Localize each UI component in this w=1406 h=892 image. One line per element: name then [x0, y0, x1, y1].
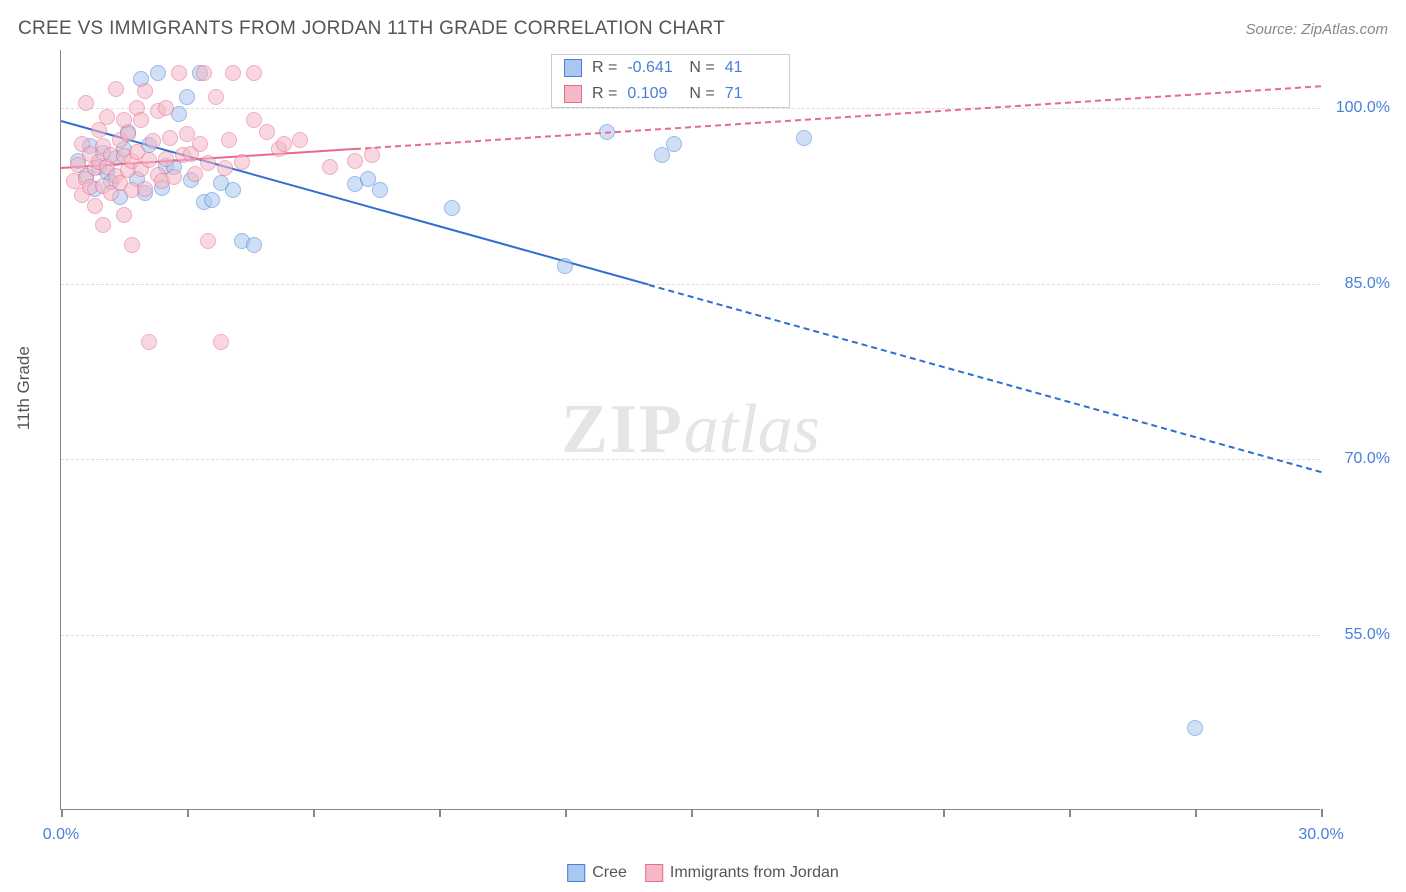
data-point	[158, 151, 174, 167]
legend-stat-row: R = -0.641 N = 41	[552, 55, 789, 81]
data-point	[192, 136, 208, 152]
data-point	[150, 65, 166, 81]
x-tick	[817, 809, 819, 817]
legend-swatch	[645, 864, 663, 882]
legend-item: Cree	[567, 864, 627, 882]
data-point	[166, 169, 182, 185]
legend-swatch	[564, 85, 582, 103]
y-axis-label: 11th Grade	[14, 346, 34, 430]
data-point	[217, 160, 233, 176]
data-point	[208, 89, 224, 105]
chart-plot-area: ZIPatlas R =-0.641N =41R =0.109N =71 55.…	[60, 50, 1320, 810]
series-legend: Cree Immigrants from Jordan	[567, 864, 839, 882]
y-tick-label: 100.0%	[1336, 99, 1390, 117]
data-point	[234, 154, 250, 170]
data-point	[347, 153, 363, 169]
x-tick	[565, 809, 567, 817]
data-point	[133, 112, 149, 128]
legend-swatch	[564, 59, 582, 77]
trend-line	[355, 85, 1321, 150]
data-point	[179, 89, 195, 105]
data-point	[137, 83, 153, 99]
data-point	[200, 155, 216, 171]
data-point	[1187, 720, 1203, 736]
data-point	[221, 132, 237, 148]
data-point	[99, 109, 115, 125]
data-point	[246, 65, 262, 81]
stats-legend: R = -0.641 N = 41 R = 0.109 N = 71	[551, 54, 790, 108]
data-point	[116, 207, 132, 223]
watermark: ZIPatlas	[561, 390, 820, 470]
data-point	[120, 126, 136, 142]
data-point	[171, 65, 187, 81]
data-point	[444, 200, 460, 216]
legend-R-value: -0.641	[627, 59, 679, 77]
legend-R-label: R =	[592, 85, 617, 103]
x-tick-label: 30.0%	[1298, 826, 1343, 844]
data-point	[666, 136, 682, 152]
data-point	[137, 181, 153, 197]
y-tick-label: 85.0%	[1345, 275, 1390, 293]
x-tick-label: 0.0%	[43, 826, 79, 844]
trend-line	[649, 284, 1322, 473]
legend-item: Immigrants from Jordan	[645, 864, 839, 882]
data-point	[557, 258, 573, 274]
x-tick	[691, 809, 693, 817]
data-point	[225, 65, 241, 81]
data-point	[162, 130, 178, 146]
legend-N-value: 71	[725, 85, 777, 103]
data-point	[196, 65, 212, 81]
data-point	[87, 198, 103, 214]
data-point	[204, 192, 220, 208]
y-tick-label: 55.0%	[1345, 626, 1390, 644]
legend-swatch	[567, 864, 585, 882]
x-tick	[439, 809, 441, 817]
x-tick	[313, 809, 315, 817]
data-point	[292, 132, 308, 148]
data-point	[78, 95, 94, 111]
data-point	[322, 159, 338, 175]
data-point	[276, 136, 292, 152]
x-tick	[187, 809, 189, 817]
legend-series-name: Cree	[592, 864, 627, 882]
data-point	[108, 81, 124, 97]
data-point	[364, 147, 380, 163]
data-point	[141, 334, 157, 350]
x-tick	[943, 809, 945, 817]
data-point	[259, 124, 275, 140]
data-point	[796, 130, 812, 146]
legend-N-label: N =	[689, 59, 714, 77]
legend-N-label: N =	[689, 85, 714, 103]
legend-R-value: 0.109	[627, 85, 679, 103]
data-point	[95, 217, 111, 233]
x-tick	[1195, 809, 1197, 817]
data-point	[225, 182, 241, 198]
data-point	[213, 334, 229, 350]
x-tick	[1069, 809, 1071, 817]
y-tick-label: 70.0%	[1345, 450, 1390, 468]
legend-N-value: 41	[725, 59, 777, 77]
data-point	[145, 133, 161, 149]
data-point	[372, 182, 388, 198]
data-point	[158, 100, 174, 116]
data-point	[200, 233, 216, 249]
data-point	[141, 152, 157, 168]
data-point	[124, 237, 140, 253]
legend-series-name: Immigrants from Jordan	[670, 864, 839, 882]
chart-title: CREE VS IMMIGRANTS FROM JORDAN 11TH GRAD…	[18, 18, 725, 40]
x-tick	[61, 809, 63, 817]
legend-R-label: R =	[592, 59, 617, 77]
data-point	[246, 237, 262, 253]
gridline	[61, 459, 1320, 460]
x-tick	[1321, 809, 1323, 817]
data-point	[654, 147, 670, 163]
source-attribution: Source: ZipAtlas.com	[1245, 21, 1388, 38]
gridline	[61, 635, 1320, 636]
gridline	[61, 284, 1320, 285]
legend-stat-row: R = 0.109 N = 71	[552, 81, 789, 107]
gridline	[61, 108, 1320, 109]
